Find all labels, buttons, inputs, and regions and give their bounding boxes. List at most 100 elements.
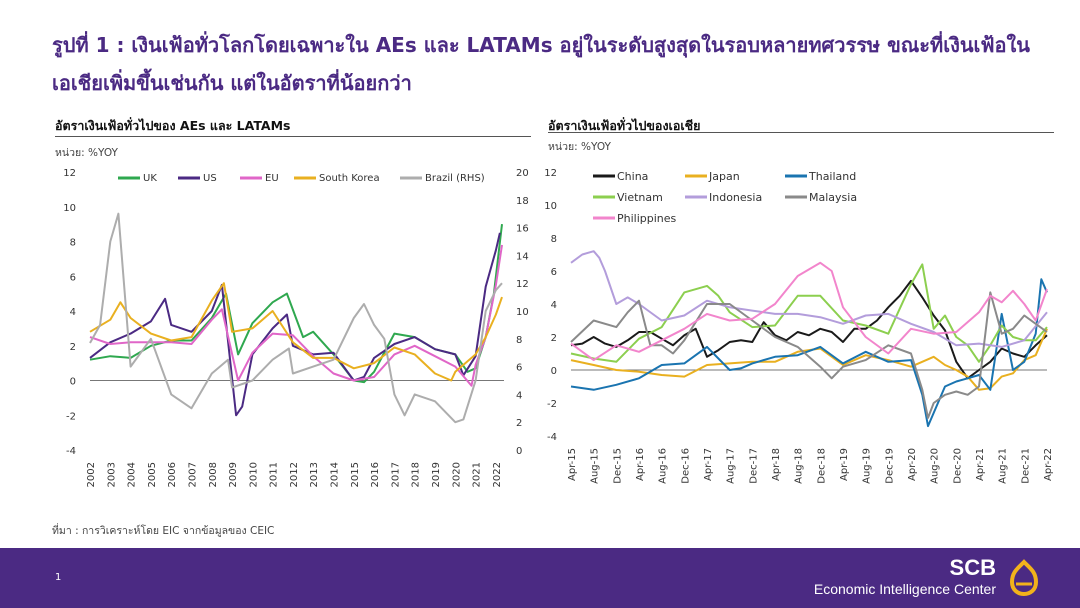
y-tick-label: 6 xyxy=(551,267,557,278)
legend-label: South Korea xyxy=(319,173,380,184)
y-tick-label: -2 xyxy=(66,411,76,422)
y-tick-label: 0 xyxy=(551,366,557,377)
x-tick-label: Dec-17 xyxy=(748,448,759,484)
right-chart-title: อัตราเงินเฟ้อทั่วไปของเอเชีย xyxy=(548,118,701,133)
y2-tick-label: 14 xyxy=(516,251,529,262)
x-tick-label: 2004 xyxy=(127,462,138,487)
x-tick-label: Aug-20 xyxy=(930,448,941,484)
x-tick-label: 2021 xyxy=(472,462,483,487)
y2-tick-label: 18 xyxy=(516,196,529,207)
x-tick-label: 2008 xyxy=(208,462,219,487)
y2-tick-label: 12 xyxy=(516,279,529,290)
y-tick-label: 8 xyxy=(70,238,76,249)
x-tick-label: Apr-17 xyxy=(703,448,714,481)
x-tick-label: Dec-15 xyxy=(612,448,623,484)
legend-label: Philippines xyxy=(617,212,677,225)
legend-label: UK xyxy=(143,173,157,184)
brand-block: SCB Economic Intelligence Center xyxy=(814,556,996,598)
y2-tick-label: 16 xyxy=(516,224,529,235)
x-tick-label: Apr-15 xyxy=(567,448,578,481)
y-tick-label: 12 xyxy=(63,168,76,179)
series-line xyxy=(89,232,501,417)
series-line xyxy=(570,328,1048,391)
x-tick-label: Aug-21 xyxy=(998,448,1009,484)
legend-label: China xyxy=(617,170,648,183)
y-tick-label: 8 xyxy=(551,234,557,245)
x-tick-label: Apr-20 xyxy=(907,448,918,481)
y-tick-label: 12 xyxy=(544,168,557,179)
left-chart-rule xyxy=(55,136,531,137)
series-line xyxy=(570,291,1048,419)
page-number: 1 xyxy=(55,572,62,583)
footer-bar: 1 SCB Economic Intelligence Center xyxy=(0,548,1080,608)
x-tick-label: 2014 xyxy=(330,462,341,487)
legend-label: Thailand xyxy=(808,170,856,183)
y2-tick-label: 8 xyxy=(516,335,522,346)
y-tick-label: 0 xyxy=(70,377,76,388)
series-line xyxy=(570,278,1048,428)
legend-label: Malaysia xyxy=(809,191,857,204)
left-chart-title: อัตราเงินเฟ้อทั่วไปของ AEs และ LATAMs xyxy=(55,118,291,133)
x-tick-label: Apr-19 xyxy=(839,448,850,481)
x-tick-label: Dec-16 xyxy=(680,448,691,484)
x-tick-label: Aug-16 xyxy=(658,448,669,484)
brand-name: SCB xyxy=(949,555,996,580)
y-tick-label: 4 xyxy=(551,300,557,311)
scb-logo-icon xyxy=(1009,559,1039,597)
x-tick-label: Apr-16 xyxy=(635,448,646,481)
x-tick-label: Apr-18 xyxy=(771,448,782,481)
y-tick-label: 2 xyxy=(70,342,76,353)
y2-tick-label: 20 xyxy=(516,168,529,179)
x-tick-label: 2022 xyxy=(492,462,503,487)
y2-tick-label: 4 xyxy=(516,390,522,401)
series-line xyxy=(570,263,1048,363)
y-tick-label: 6 xyxy=(70,272,76,283)
legend-label: US xyxy=(203,173,217,184)
series-line xyxy=(89,282,503,382)
right-chart: 12 10 8 6 4 2 0 -2 -4 Apr-15 Aug-15 Dec-15 Apr-16 Aug… xyxy=(544,168,1054,484)
legend-label: Indonesia xyxy=(709,191,762,204)
x-tick-label: 2009 xyxy=(228,462,239,487)
x-tick-label: 2010 xyxy=(248,462,259,487)
series-line xyxy=(89,212,503,424)
y-tick-label: 2 xyxy=(551,333,557,344)
x-tick-label: 2003 xyxy=(106,462,117,487)
right-chart-rule xyxy=(548,132,1054,133)
x-tick-label: Aug-17 xyxy=(726,448,737,484)
x-tick-label: Aug-19 xyxy=(862,448,873,484)
legend-label: EU xyxy=(265,173,279,184)
x-tick-label: 2016 xyxy=(370,462,381,487)
y2-tick-label: 10 xyxy=(516,307,529,318)
right-chart-unit: หน่วย: %YOY xyxy=(548,141,611,153)
x-tick-label: Dec-18 xyxy=(816,448,827,484)
y2-tick-label: 0 xyxy=(516,446,522,457)
legend-label: Japan xyxy=(708,170,740,183)
x-tick-label: 2018 xyxy=(411,462,422,487)
x-tick-label: 2007 xyxy=(187,462,198,487)
x-tick-label: Dec-19 xyxy=(884,448,895,484)
x-tick-label: 2015 xyxy=(350,462,361,487)
x-tick-label: Aug-18 xyxy=(794,448,805,484)
y-tick-label: -4 xyxy=(66,446,76,457)
x-tick-label: 2006 xyxy=(167,462,178,487)
x-tick-label: Dec-21 xyxy=(1020,448,1031,484)
source-note: ที่มา : การวิเคราะห์โดย EIC จากข้อมูลของ… xyxy=(52,525,275,537)
series-line xyxy=(89,244,503,387)
y-tick-label: 10 xyxy=(544,201,557,212)
x-tick-label: 2019 xyxy=(431,462,442,487)
x-tick-label: 2017 xyxy=(390,462,401,487)
legend-label: Vietnam xyxy=(617,191,663,204)
y2-tick-label: 6 xyxy=(516,363,522,374)
y-tick-label: 10 xyxy=(63,203,76,214)
x-tick-label: 2020 xyxy=(451,462,462,487)
y-tick-label: 4 xyxy=(70,307,76,318)
left-chart-unit: หน่วย: %YOY xyxy=(55,147,118,159)
brand-sub: Economic Intelligence Center xyxy=(813,581,996,597)
x-tick-label: 2005 xyxy=(147,462,158,487)
page-title: รูปที่ 1 : เงินเฟ้อทั่วโลกโดยเฉพาะใน AEs… xyxy=(52,33,1030,95)
y2-tick-label: 2 xyxy=(516,418,522,429)
series-line xyxy=(570,261,1048,362)
x-tick-label: 2013 xyxy=(309,462,320,487)
legend-label: Brazil (RHS) xyxy=(425,173,485,184)
